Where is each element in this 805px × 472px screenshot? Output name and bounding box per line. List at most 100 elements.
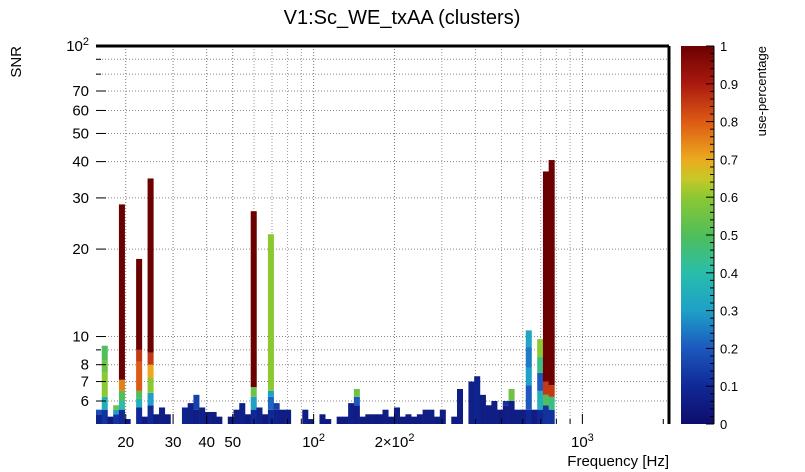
heatmap-cell: [107, 416, 114, 424]
x-tick-label-exponent: 3: [588, 432, 594, 444]
heatmap-cell: [308, 419, 315, 424]
heatmap-cell: [250, 409, 257, 424]
heatmap-cell: [147, 392, 154, 406]
heatmap-cell: [336, 416, 343, 424]
heatmap-cell: [136, 361, 143, 391]
heatmap-cell: [548, 385, 555, 397]
heatmap-cell: [193, 409, 200, 424]
heatmap-cell: [113, 405, 120, 410]
heatmap-cell: [136, 398, 143, 408]
heatmap-cell: [525, 347, 532, 368]
heatmap-cell: [164, 414, 171, 424]
heatmap-cell: [101, 372, 108, 397]
heatmap-cell: [537, 390, 544, 410]
heatmap-cell: [262, 414, 269, 424]
heatmap-cells: [96, 160, 555, 424]
y-tick-label: 102: [66, 36, 89, 55]
heatmap-cell: [153, 414, 160, 424]
heatmap-cell: [118, 379, 125, 391]
heatmap-cell: [365, 414, 372, 424]
colorbar-tick-label: 0.2: [720, 341, 738, 356]
heatmap-cell: [96, 409, 103, 415]
heatmap-cell: [147, 377, 154, 393]
heatmap-cell: [118, 390, 125, 401]
heatmap-cell: [497, 409, 504, 424]
heatmap-cell: [382, 409, 389, 424]
heatmap-cell: [537, 372, 544, 391]
heatmap-cell: [273, 409, 280, 424]
heatmap-cell: [388, 416, 395, 424]
y-tick-label: 70: [72, 83, 89, 100]
heatmap-cell: [456, 388, 464, 424]
heatmap-cell: [181, 407, 188, 424]
heatmap-cell: [136, 390, 143, 399]
heatmap-cell: [548, 160, 555, 386]
heatmap-cell: [520, 409, 527, 424]
heatmap-cell: [491, 400, 498, 424]
heatmap-cell: [193, 394, 200, 410]
heatmap-cell: [485, 405, 492, 424]
heatmap-cell: [525, 367, 532, 386]
heatmap-cell: [250, 387, 257, 397]
heatmap-cell: [141, 416, 148, 424]
heatmap-cell: [250, 211, 257, 388]
heatmap-cell: [210, 411, 217, 424]
heatmap-cell: [319, 414, 326, 424]
y-tick-label: 7: [81, 374, 89, 391]
colorbar-tick-label: 0.1: [720, 379, 738, 394]
y-tick-label: 8: [81, 357, 89, 374]
colorbar-tick-label: 0.5: [720, 228, 738, 243]
heatmap-cell: [124, 419, 131, 424]
y-tick-label: 6: [81, 393, 89, 410]
heatmap-cell: [531, 409, 538, 424]
y-tick-label: 50: [72, 125, 89, 142]
heatmap-cell: [244, 414, 252, 424]
heatmap-cell: [537, 409, 544, 424]
heatmap-cell: [479, 394, 486, 424]
x-tick-label-exponent: 2: [408, 432, 414, 444]
heatmap-cell: [187, 403, 194, 424]
x-tick-label: 40: [198, 434, 215, 451]
heatmap-cell: [525, 409, 532, 424]
heatmap-cell: [267, 390, 274, 397]
heatmap-cell: [136, 258, 143, 350]
heatmap-cell: [537, 357, 544, 373]
colorbar-tick-label: 0.8: [720, 115, 738, 130]
heatmap-cell: [101, 360, 108, 373]
heatmap-cell: [542, 381, 549, 395]
heatmap-cell: [227, 416, 234, 424]
heatmap-cell: [508, 388, 515, 401]
colorbar-tick-label: 0.6: [720, 190, 738, 205]
heatmap-cell: [542, 171, 549, 382]
heatmap-cell: [239, 403, 246, 424]
colorbar-tick-label: 0.4: [720, 266, 738, 281]
y-tick-label: 60: [72, 102, 89, 119]
heatmap-cell: [273, 403, 280, 410]
y-tick-label: 20: [72, 241, 89, 258]
heatmap-cell: [136, 407, 143, 424]
heatmap-cell: [136, 349, 143, 362]
x-tick-label: 30: [165, 434, 182, 451]
colorbar-label: use-percentage: [754, 46, 769, 136]
heatmap-cell: [118, 400, 125, 410]
heatmap-cell: [113, 414, 120, 424]
heatmap-cell: [359, 416, 366, 424]
colorbar-tick-label: 1: [720, 39, 727, 54]
y-tick-label-exponent: 2: [83, 36, 89, 48]
heatmap-cell: [393, 407, 400, 424]
x-axis: 20 30 40 50 102 2×102 103: [117, 414, 664, 451]
heatmap-cell: [399, 416, 406, 424]
heatmap-cell: [342, 416, 349, 424]
heatmap-cell: [416, 414, 423, 424]
heatmap-cell: [233, 409, 240, 424]
heatmap-cell: [525, 330, 532, 348]
heatmap-cell: [502, 405, 509, 424]
y-tick-label: 10: [72, 329, 89, 346]
heatmap-cell: [348, 403, 355, 424]
heatmap-cell: [267, 409, 274, 424]
heatmap-cell: [353, 396, 360, 406]
heatmap-cell: [468, 381, 475, 424]
heatmap-cell: [514, 409, 521, 424]
heatmap-cell: [147, 178, 154, 353]
